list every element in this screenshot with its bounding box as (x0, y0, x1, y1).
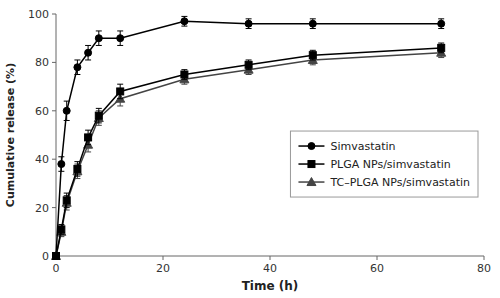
error-bar (438, 43, 444, 53)
x-axis-label: Time (h) (242, 279, 299, 293)
point (245, 61, 252, 68)
legend-marker (307, 178, 316, 186)
x-tick (377, 256, 378, 260)
error-bar (438, 19, 444, 29)
error-bar (310, 50, 316, 60)
point (85, 49, 92, 56)
point (181, 71, 188, 78)
y-tick (52, 14, 56, 15)
legend-label: TC–PLGA NPs/simvastatin (329, 176, 470, 189)
point (95, 112, 102, 119)
point (74, 165, 81, 172)
point (438, 20, 445, 27)
error-bar (64, 193, 70, 208)
point (95, 35, 102, 42)
point (58, 161, 65, 168)
error-bar (74, 162, 80, 177)
error-bar (310, 19, 316, 29)
point (53, 253, 60, 260)
error-bar (85, 130, 91, 145)
error-bar (96, 108, 102, 123)
point (63, 107, 70, 114)
point (309, 52, 316, 59)
legend: Simvastatin PLGA NPs/simvastatin TC–PLGA N… (290, 131, 478, 197)
y-tick (52, 159, 56, 160)
error-bar (58, 225, 64, 235)
y-axis-label: Cumulative release (%) (4, 63, 17, 207)
legend-label: Simvastatin (330, 140, 395, 153)
point (85, 134, 92, 141)
y-tick-label: 100 (28, 8, 49, 21)
error-bar (85, 45, 91, 60)
chart: 0 20 40 60 80 0 20 40 60 80 100 Time (h) Cumulative … (0, 0, 500, 298)
error-bar (58, 157, 64, 172)
legend-box (290, 131, 478, 197)
y-tick (52, 110, 56, 111)
point (117, 88, 124, 95)
point (63, 197, 70, 204)
y-tick-label: 0 (42, 250, 49, 263)
legend-marker (308, 161, 315, 168)
y-tick-label: 60 (35, 105, 49, 118)
point (245, 20, 252, 27)
x-tick (163, 256, 164, 260)
y-tick-label: 40 (35, 153, 49, 166)
error-bar (74, 60, 80, 75)
x-tick-label: 0 (53, 262, 60, 275)
y-tick-label: 20 (35, 202, 49, 215)
series-line (56, 48, 441, 256)
error-bar (117, 84, 123, 99)
point (52, 252, 61, 260)
point (117, 35, 124, 42)
error-bar (64, 101, 70, 120)
point (181, 18, 188, 25)
legend-marker (308, 143, 315, 150)
x-tick (484, 256, 485, 260)
series (53, 43, 445, 259)
y-axis (56, 14, 57, 256)
y-tick (52, 207, 56, 208)
x-tick-label: 80 (477, 262, 491, 275)
point (53, 253, 60, 260)
y-tick-label: 80 (35, 56, 49, 69)
point (309, 20, 316, 27)
x-tick-label: 60 (370, 262, 384, 275)
error-bar (181, 16, 187, 26)
error-bar (96, 31, 102, 46)
y-tick (52, 62, 56, 63)
error-bar (117, 31, 123, 46)
error-bar (181, 70, 187, 80)
point (74, 64, 81, 71)
x-tick-label: 20 (156, 262, 170, 275)
point (438, 44, 445, 51)
x-tick-label: 40 (263, 262, 277, 275)
point (58, 226, 65, 233)
x-tick (270, 256, 271, 260)
legend-label: PLGA NPs/simvastatin (330, 158, 450, 171)
error-bar (246, 60, 252, 70)
error-bar (246, 19, 252, 29)
